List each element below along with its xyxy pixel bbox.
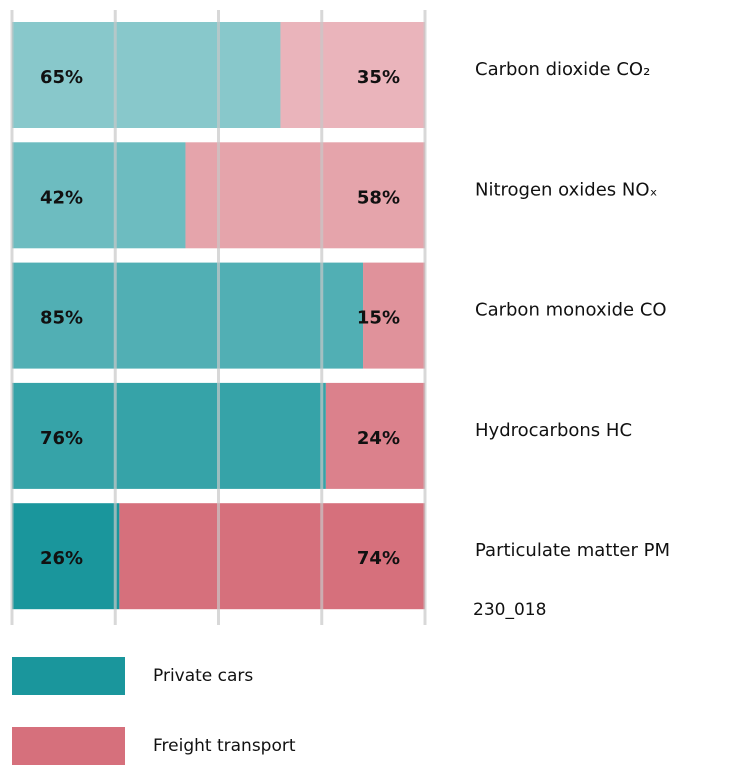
bar-segment bbox=[12, 142, 186, 249]
category-label: Carbon monoxide CO bbox=[475, 300, 667, 321]
bar-segment bbox=[280, 22, 425, 128]
bar-segment bbox=[325, 382, 425, 489]
category-label: Particulate matter PM bbox=[475, 540, 670, 561]
bar-segment bbox=[185, 142, 425, 249]
legend-label: Private cars bbox=[153, 666, 253, 686]
category-label: Carbon dioxide CO₂ bbox=[475, 59, 650, 80]
bar-segment bbox=[12, 503, 120, 610]
value-label: 65% bbox=[40, 67, 83, 88]
bar-segment bbox=[12, 262, 364, 369]
legend-swatch bbox=[12, 657, 125, 695]
value-label: 85% bbox=[40, 308, 83, 329]
legend-label: Freight transport bbox=[153, 736, 296, 756]
value-label: 35% bbox=[357, 67, 400, 88]
value-label: 26% bbox=[40, 548, 83, 569]
category-label: Nitrogen oxides NOₓ bbox=[475, 179, 658, 200]
value-label: 74% bbox=[357, 548, 400, 569]
bar-segment bbox=[363, 262, 425, 369]
value-label: 42% bbox=[40, 187, 83, 208]
bar-segment bbox=[12, 22, 281, 128]
legend-swatch bbox=[12, 727, 125, 765]
category-label: Hydrocarbons HC bbox=[475, 420, 632, 441]
value-label: 58% bbox=[357, 187, 400, 208]
bar-segment bbox=[12, 382, 326, 489]
value-label: 24% bbox=[357, 428, 400, 449]
value-label: 15% bbox=[357, 308, 400, 329]
figure-code: 230_018 bbox=[473, 600, 546, 620]
bar-segment bbox=[119, 503, 425, 610]
value-label: 76% bbox=[40, 428, 83, 449]
